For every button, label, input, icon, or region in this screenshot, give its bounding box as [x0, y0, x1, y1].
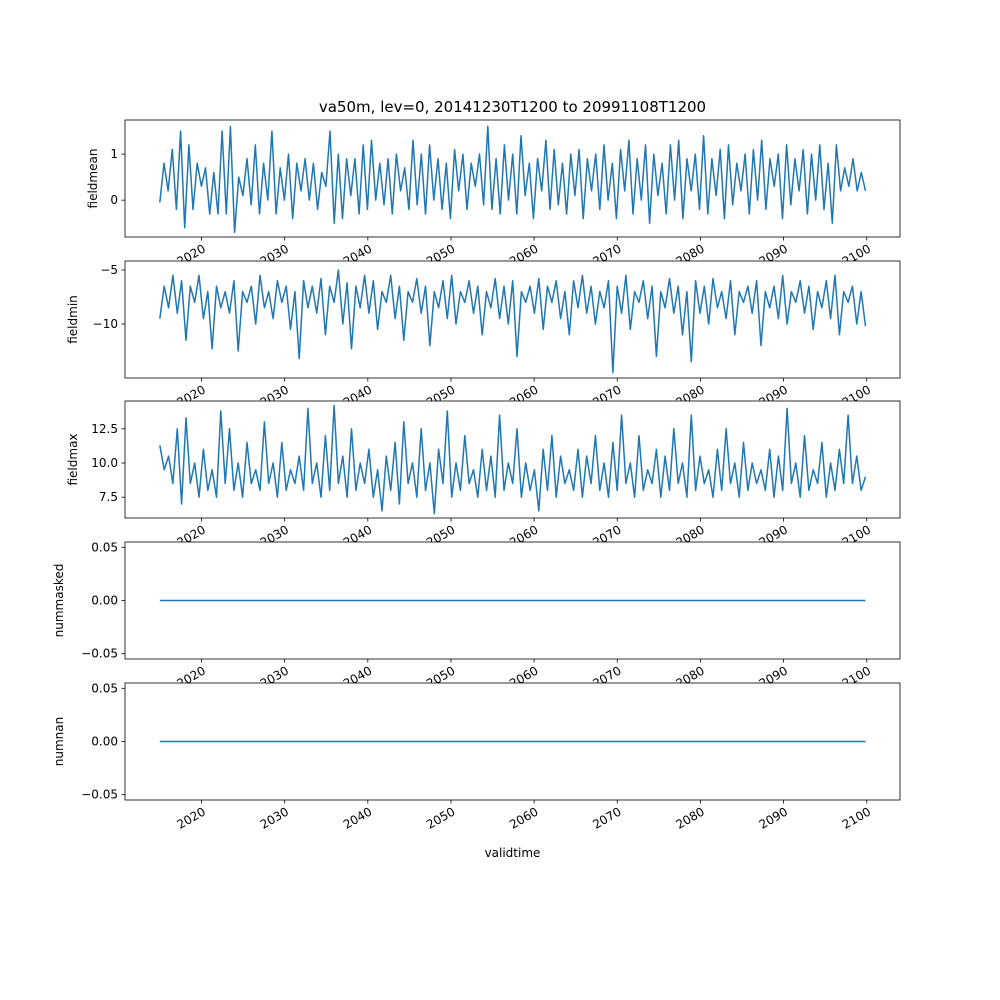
y-tick-label: 10.0 [91, 456, 118, 470]
y-tick-label: −0.05 [81, 647, 118, 661]
y-tick-label: 0.00 [91, 594, 118, 608]
axes-background [125, 120, 900, 237]
y-tick-label: 1 [110, 147, 118, 161]
y-tick-label: −5 [100, 263, 118, 277]
y-axis-label: nummasked [52, 564, 66, 638]
y-tick-label: −10 [93, 317, 118, 331]
y-tick-label: 0.00 [91, 735, 118, 749]
axes-frame [124, 260, 901, 379]
y-tick-label: 0.05 [91, 540, 118, 554]
y-tick-label: 0.05 [91, 681, 118, 695]
y-tick-label: 7.5 [99, 490, 118, 504]
y-tick-label: −0.05 [81, 788, 118, 802]
y-tick-label: 12.5 [91, 422, 118, 436]
y-tick-label: 0 [110, 193, 118, 207]
y-axis-label: fieldmax [66, 433, 80, 485]
series-line-fieldmean [159, 125, 867, 234]
y-axis-label: fieldmin [66, 295, 80, 344]
series-line-fieldmin [159, 269, 867, 374]
x-axis-label: validtime [485, 846, 541, 860]
y-axis-label: numnan [52, 717, 66, 766]
axes-frame [124, 400, 901, 519]
axes-frame [124, 119, 901, 238]
chart-title: va50m, lev=0, 20141230T1200 to 20991108T… [319, 98, 706, 116]
series-line-fieldmax [159, 404, 867, 515]
y-axis-label: fieldmean [86, 149, 100, 209]
